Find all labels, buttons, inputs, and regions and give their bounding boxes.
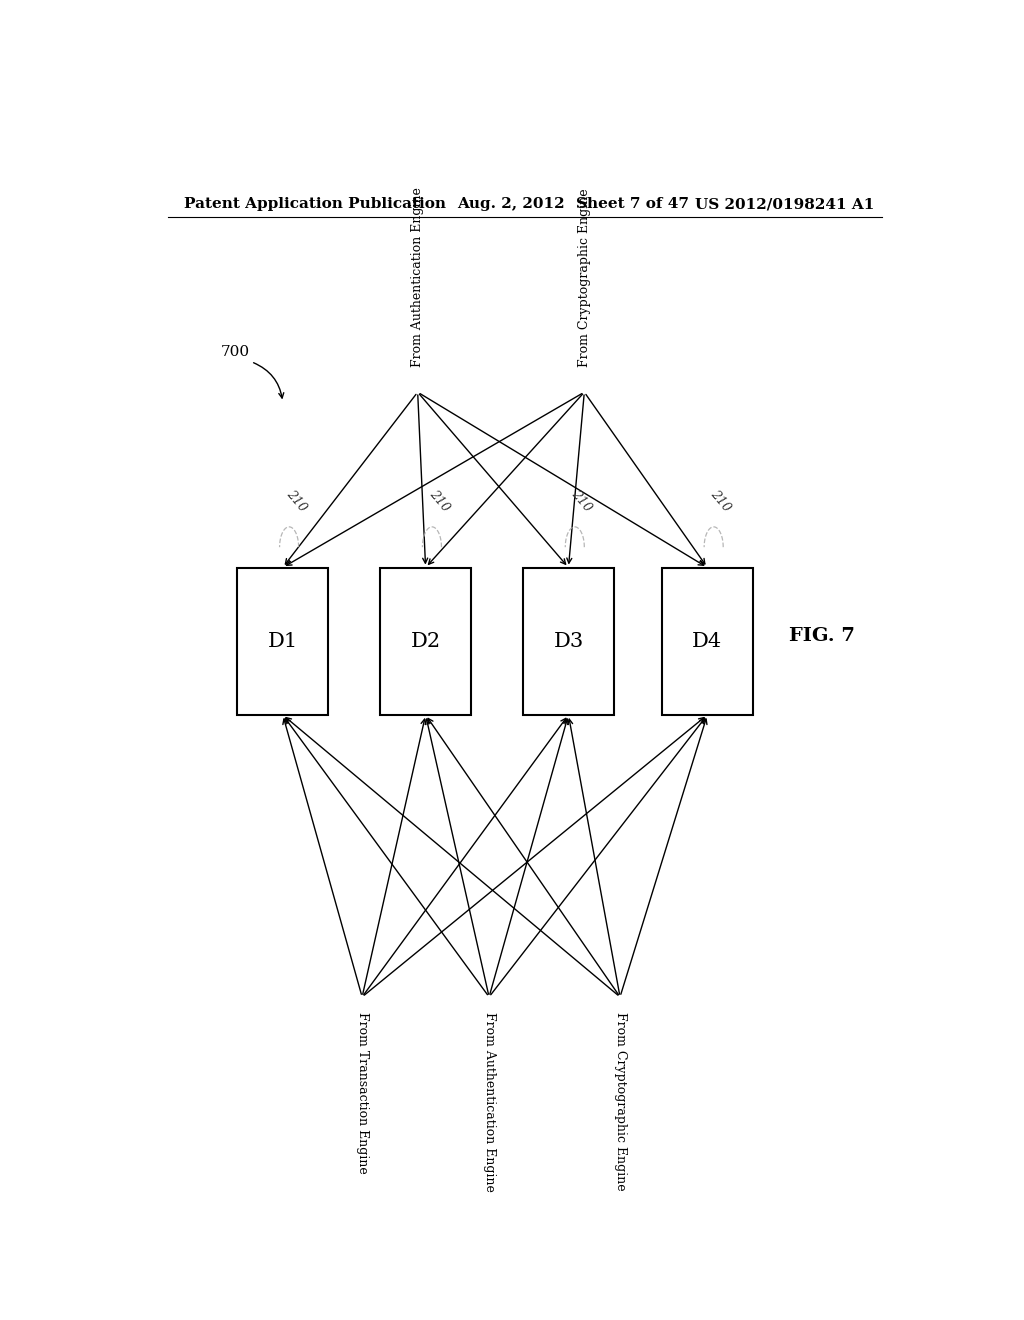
Text: 210: 210 [426, 488, 452, 515]
Text: Patent Application Publication: Patent Application Publication [183, 197, 445, 211]
Bar [662, 568, 753, 715]
Bar [380, 568, 471, 715]
Text: 210: 210 [569, 488, 595, 515]
Text: D2: D2 [411, 632, 440, 651]
Bar [238, 568, 329, 715]
Text: From Cryptographic Engine: From Cryptographic Engine [613, 1012, 627, 1191]
Text: 700: 700 [220, 345, 250, 359]
Text: FIG. 7: FIG. 7 [790, 627, 855, 645]
Text: From Authentication Engine: From Authentication Engine [412, 187, 424, 367]
Text: D1: D1 [267, 632, 298, 651]
Text: Aug. 2, 2012: Aug. 2, 2012 [458, 197, 565, 211]
Text: US 2012/0198241 A1: US 2012/0198241 A1 [695, 197, 874, 211]
Text: From Authentication Engine: From Authentication Engine [482, 1012, 496, 1192]
Text: From Transaction Engine: From Transaction Engine [355, 1012, 369, 1173]
Text: D4: D4 [692, 632, 722, 651]
Text: 210: 210 [709, 488, 733, 515]
Text: From Cryptographic Engine: From Cryptographic Engine [578, 189, 591, 367]
Text: Sheet 7 of 47: Sheet 7 of 47 [577, 197, 689, 211]
Bar [523, 568, 614, 715]
Text: 210: 210 [284, 488, 309, 515]
Text: D3: D3 [553, 632, 584, 651]
